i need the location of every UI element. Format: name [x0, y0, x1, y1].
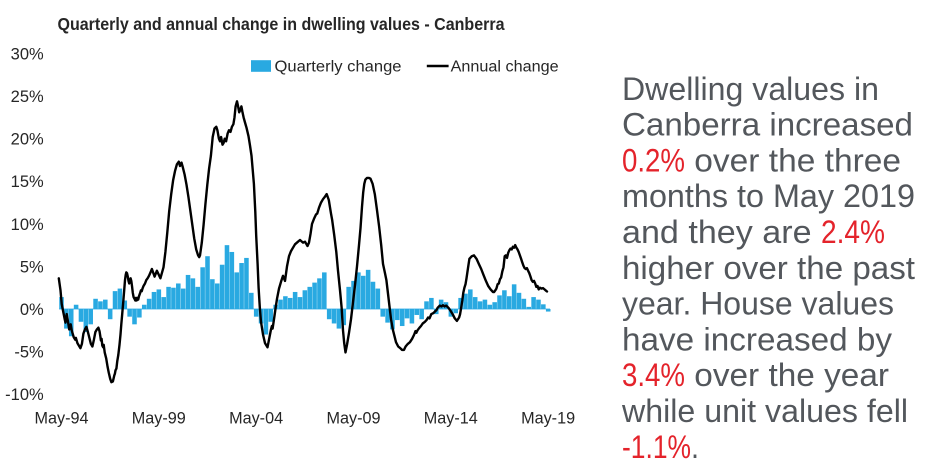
svg-text:Canberra increased: Canberra increased: [622, 107, 913, 143]
svg-text:year. House values: year. House values: [622, 286, 894, 322]
svg-text:5%: 5%: [20, 258, 44, 276]
svg-text:-1.1%.: -1.1%.: [622, 429, 699, 465]
svg-text:30%: 30%: [11, 46, 44, 64]
svg-text:20%: 20%: [11, 131, 44, 149]
svg-text:0.2% over the three: 0.2% over the three: [622, 142, 901, 178]
svg-text:25%: 25%: [11, 88, 44, 106]
svg-text:while unit values fell: while unit values fell: [621, 393, 908, 429]
svg-text:15%: 15%: [11, 173, 44, 191]
svg-text:have increased by: have increased by: [622, 321, 893, 357]
svg-text:and they are 2.4%: and they are 2.4%: [622, 214, 885, 250]
svg-text:10%: 10%: [11, 216, 44, 234]
svg-text:May-99: May-99: [132, 410, 186, 428]
svg-text:May-94: May-94: [35, 410, 89, 428]
svg-text:Quarterly change: Quarterly change: [275, 59, 402, 76]
svg-text:-5%: -5%: [14, 344, 44, 362]
svg-text:May-19: May-19: [521, 410, 575, 428]
svg-text:May-14: May-14: [424, 410, 478, 428]
svg-text:Quarterly and annual change in: Quarterly and annual change in dwelling …: [58, 14, 505, 34]
svg-text:months to May 2019: months to May 2019: [622, 178, 915, 214]
svg-text:Annual change: Annual change: [451, 59, 559, 76]
svg-text:-10%: -10%: [5, 386, 44, 404]
svg-text:May-09: May-09: [327, 410, 381, 428]
svg-text:0%: 0%: [20, 301, 44, 319]
svg-text:May-04: May-04: [229, 410, 283, 428]
svg-text:3.4% over the year: 3.4% over the year: [622, 357, 889, 393]
svg-text:Dwelling values in: Dwelling values in: [622, 71, 879, 107]
svg-text:higher over the past: higher over the past: [622, 250, 915, 286]
